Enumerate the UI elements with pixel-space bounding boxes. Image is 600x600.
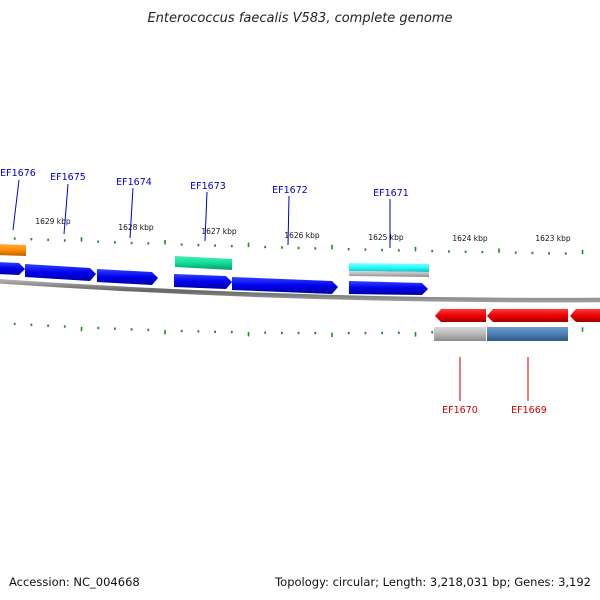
gene-pointer-line — [63, 183, 69, 235]
orange-feature[interactable] — [0, 244, 26, 256]
reverse-cds-arrow[interactable] — [487, 309, 568, 322]
forward-feature-track — [0, 244, 429, 277]
steel-blue-feature[interactable] — [487, 327, 568, 341]
gene-label-ef1669[interactable]: EF1669 — [511, 405, 547, 416]
genome-backbone — [0, 279, 600, 303]
gene-label-ef1675[interactable]: EF1675 — [50, 172, 86, 183]
gene-pointer-line — [129, 187, 134, 239]
gene-label-ef1676[interactable]: EF1676 — [0, 168, 36, 179]
gene-pointer-line — [204, 191, 208, 242]
forward-gene-labels: EF1676 EF1675 EF1674 EF1673 EF1672 EF167… — [0, 168, 409, 248]
reverse-cds-arrow[interactable] — [570, 309, 600, 322]
kbp-scale-labels: 1629 kbp 1628 kbp 1627 kbp 1626 kbp 1625… — [35, 217, 571, 243]
kbp-label-1627: 1627 kbp — [201, 227, 237, 236]
green-feature[interactable] — [175, 256, 232, 270]
forward-cds-arrow[interactable] — [349, 281, 428, 295]
kbp-label-1625: 1625 kbp — [368, 233, 404, 242]
reverse-cds-arrow[interactable] — [435, 309, 486, 322]
gene-label-ef1672[interactable]: EF1672 — [272, 185, 308, 196]
topology-text: Topology: circular; Length: 3,218,031 bp… — [274, 575, 591, 589]
forward-cds-arrow[interactable] — [174, 274, 232, 289]
gray-feature-lower[interactable] — [434, 327, 486, 341]
kbp-label-1626: 1626 kbp — [284, 231, 320, 240]
gray-feature-upper[interactable] — [349, 271, 429, 277]
forward-cds-arrow[interactable] — [97, 269, 158, 285]
forward-cds-track — [0, 262, 428, 295]
gene-label-ef1671[interactable]: EF1671 — [373, 188, 409, 199]
accession-text: Accession: NC_004668 — [9, 575, 140, 589]
map-title: Enterococcus faecalis V583, complete gen… — [147, 11, 452, 26]
gene-label-ef1673[interactable]: EF1673 — [190, 181, 226, 192]
gene-pointer-line — [287, 195, 290, 246]
forward-cds-arrow[interactable] — [25, 264, 96, 281]
kbp-label-1623: 1623 kbp — [535, 234, 571, 243]
kbp-label-1629: 1629 kbp — [35, 217, 71, 226]
gene-pointer-line — [12, 179, 20, 231]
gene-label-ef1670[interactable]: EF1670 — [442, 405, 478, 416]
reverse-gene-labels: EF1670 EF1669 — [442, 357, 547, 416]
forward-cds-arrow[interactable] — [0, 262, 25, 275]
kbp-label-1628: 1628 kbp — [118, 223, 154, 232]
gene-label-ef1674[interactable]: EF1674 — [116, 177, 152, 188]
kbp-label-1624: 1624 kbp — [452, 234, 488, 243]
cyan-feature[interactable] — [349, 263, 429, 272]
reverse-cds-track — [435, 309, 600, 322]
reverse-feature-track — [434, 327, 568, 341]
forward-cds-arrow[interactable] — [232, 277, 338, 294]
upper-tick-row — [13, 237, 584, 255]
